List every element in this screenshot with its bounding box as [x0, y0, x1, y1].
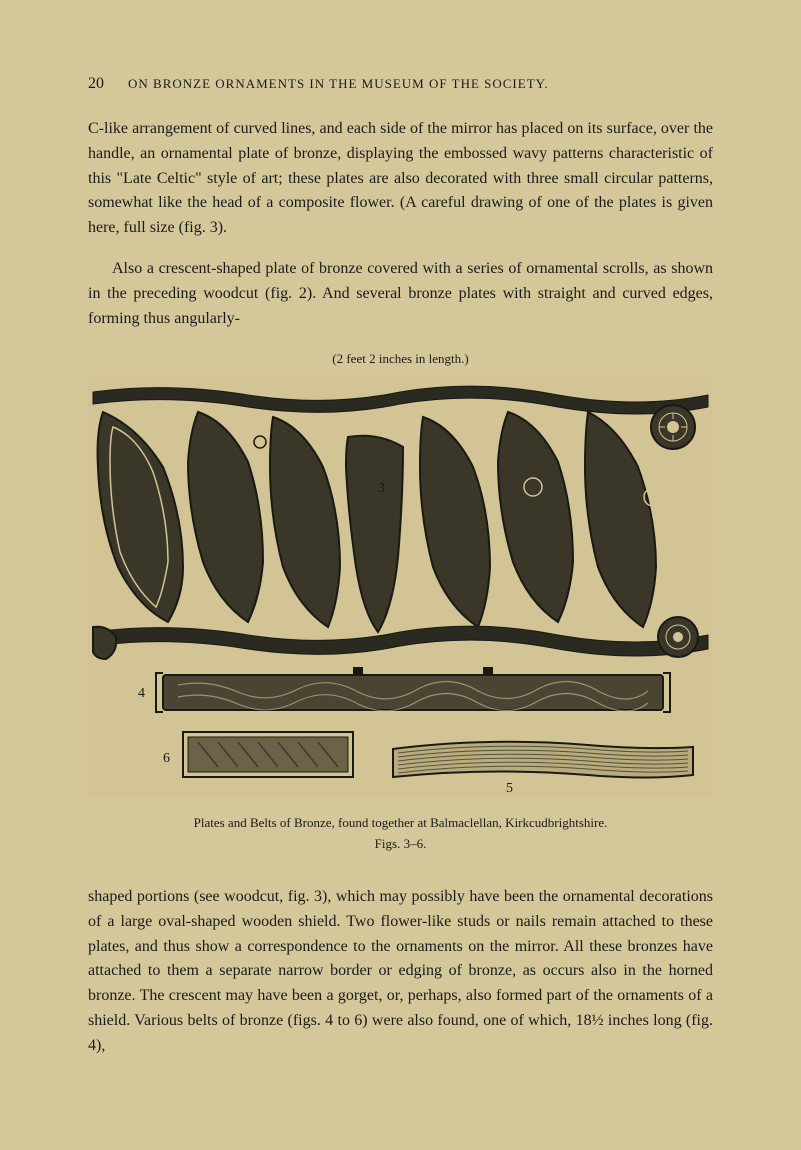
fig4-belt: 4	[138, 667, 670, 712]
fig5-belt: 5	[393, 742, 693, 796]
running-title: ON BRONZE ORNAMENTS IN THE MUSEUM OF THE…	[128, 76, 549, 91]
paragraph-text: C-like arrangement of curved lines, and …	[88, 117, 713, 241]
figure-caption: Plates and Belts of Bronze, found togeth…	[88, 813, 713, 855]
paragraph-text: shaped portions (see woodcut, fig. 3), w…	[88, 885, 713, 1059]
bronze-ornaments-illustration: 3 4	[88, 377, 713, 797]
fig-label-6: 6	[163, 751, 170, 766]
page-header: 20 ON BRONZE ORNAMENTS IN THE MUSEUM OF …	[88, 75, 713, 93]
fig6-belt: 6	[163, 732, 353, 777]
figure-dimension-caption: (2 feet 2 inches in length.)	[88, 351, 713, 367]
fig-label-3: 3	[378, 481, 385, 496]
fig-label-4: 4	[138, 686, 145, 701]
fig3-plates: 3	[93, 387, 708, 660]
fig-label-5: 5	[506, 781, 513, 796]
illustration-container: 3 4	[88, 377, 713, 797]
paragraph-text: Also a crescent-shaped plate of bronze c…	[88, 257, 713, 331]
figure-block: (2 feet 2 inches in length.)	[88, 351, 713, 855]
body-paragraph-1: C-like arrangement of curved lines, and …	[88, 117, 713, 241]
page-number: 20	[88, 75, 104, 92]
caption-line-1: Plates and Belts of Bronze, found togeth…	[88, 813, 713, 834]
caption-line-2: Figs. 3–6.	[88, 834, 713, 855]
body-paragraph-3: shaped portions (see woodcut, fig. 3), w…	[88, 885, 713, 1059]
body-paragraph-2: Also a crescent-shaped plate of bronze c…	[88, 257, 713, 331]
